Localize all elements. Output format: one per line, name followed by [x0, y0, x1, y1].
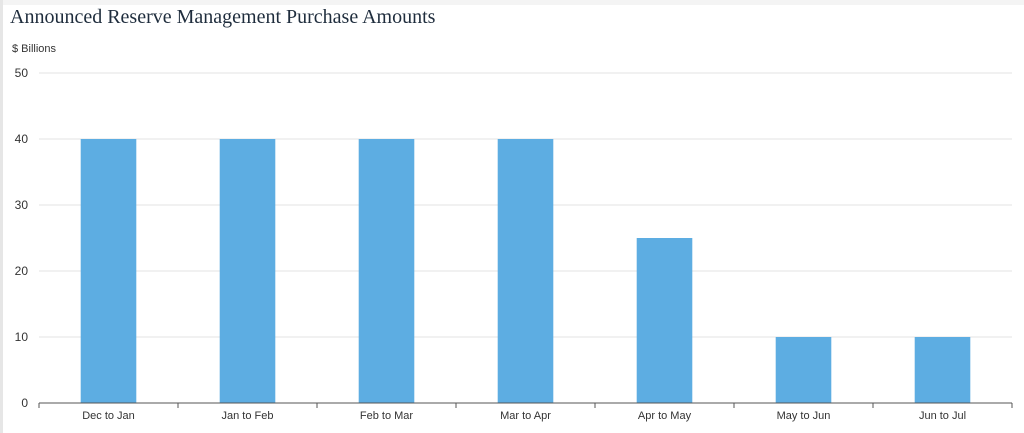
x-tick-label: Feb to Mar [360, 410, 414, 422]
y-tick-label: 40 [15, 132, 29, 146]
left-divider [0, 0, 3, 433]
bar [636, 238, 693, 403]
x-tick-label: Mar to Apr [500, 410, 551, 422]
top-divider [0, 0, 1024, 5]
x-tick-label: Jun to Jul [919, 410, 966, 422]
y-tick-label: 10 [15, 330, 29, 344]
y-tick-label: 30 [15, 198, 29, 212]
y-tick-label: 20 [15, 264, 29, 278]
y-tick-label: 0 [21, 396, 28, 410]
bar [914, 337, 971, 403]
bar [775, 337, 832, 403]
bar [80, 139, 137, 403]
x-tick-label: May to Jun [777, 410, 831, 422]
y-tick-label: 50 [15, 66, 29, 80]
bar [497, 139, 554, 403]
chart-title: Announced Reserve Management Purchase Am… [10, 6, 436, 28]
x-tick-label: Apr to May [638, 410, 692, 422]
bar [219, 139, 276, 403]
bar [358, 139, 415, 403]
x-tick-label: Jan to Feb [222, 410, 274, 422]
x-tick-label: Dec to Jan [82, 410, 135, 422]
y-axis-label: $ Billions [12, 43, 57, 55]
